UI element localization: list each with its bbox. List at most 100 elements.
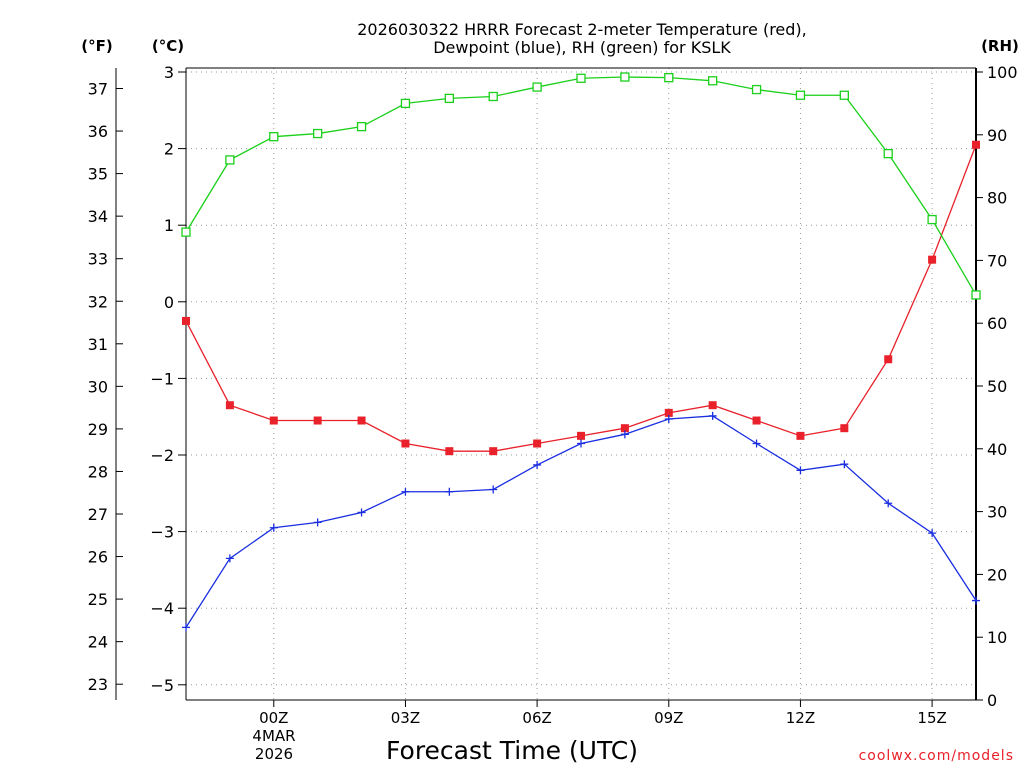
rh-tick-label: 50 — [987, 377, 1007, 396]
temperature-point — [313, 416, 322, 425]
rh-tick-label: 20 — [987, 565, 1007, 584]
fahrenheit-tick-label: 35 — [88, 165, 108, 184]
celsius-tick-label: 1 — [164, 216, 174, 235]
rh-tick-label: 30 — [987, 503, 1007, 522]
x-tick-label: 06Z — [522, 709, 551, 727]
temperature-point — [708, 401, 717, 410]
temperature-point — [840, 424, 849, 433]
x-tick-label: 00Z — [259, 709, 288, 727]
rh-point — [225, 155, 235, 165]
temperature-point — [972, 140, 980, 149]
fahrenheit-tick-label: 32 — [88, 292, 108, 311]
grid-lines — [186, 68, 976, 700]
rh-point — [883, 148, 893, 159]
dewpoint-point — [577, 439, 585, 448]
temperature-point — [225, 401, 234, 410]
temperature-point — [620, 424, 629, 433]
rh-point — [751, 84, 762, 95]
rh-tick-label: 70 — [987, 251, 1007, 270]
rh-tick-label: 60 — [987, 314, 1007, 333]
temperature-line — [185, 144, 977, 452]
dewpoint-point — [796, 466, 805, 475]
fahrenheit-tick-label: 36 — [88, 122, 108, 141]
rh-point — [664, 73, 674, 83]
dewpoint-point — [884, 499, 893, 508]
fahrenheit-tick-label: 37 — [88, 80, 108, 99]
rh-point — [400, 98, 411, 109]
temperature-point — [928, 255, 937, 264]
dewpoint-point — [708, 411, 717, 420]
rh-point — [269, 132, 279, 142]
temperature-point — [533, 439, 542, 448]
data-series — [181, 72, 981, 632]
fahrenheit-tick-label: 29 — [88, 420, 108, 439]
dewpoint-point — [182, 623, 190, 632]
dewpoint-line — [185, 415, 977, 628]
dewpoint-point — [445, 487, 454, 496]
dewpoint-point — [840, 460, 849, 469]
temperature-point — [182, 316, 190, 325]
x-tick-label: 03Z — [391, 709, 420, 727]
fahrenheit-tick-label: 25 — [88, 590, 108, 609]
fahrenheit-tick-label: 28 — [88, 462, 108, 481]
temperature-point — [489, 447, 498, 456]
rh-point — [620, 72, 630, 82]
chart-title-line2: Dewpoint (blue), RH (green) for KSLK — [433, 38, 731, 57]
temperature-point — [577, 431, 585, 440]
dewpoint-point — [357, 508, 366, 517]
celsius-tick-label: 2 — [164, 140, 174, 159]
fahrenheit-tick-label: 31 — [88, 335, 108, 354]
rh-tick-label: 90 — [987, 126, 1007, 145]
date-label-year: 2026 — [255, 745, 293, 763]
fahrenheit-tick-label: 33 — [88, 250, 108, 269]
fahrenheit-tick-label: 24 — [88, 633, 108, 652]
rh-tick-label: 40 — [987, 440, 1007, 459]
rh-point — [576, 73, 586, 83]
temperature-point — [884, 355, 893, 364]
fahrenheit-axis-label: (°F) — [81, 37, 112, 55]
rh-point — [839, 90, 849, 100]
fahrenheit-tick-label: 26 — [88, 548, 108, 567]
temperature-point — [445, 447, 454, 456]
dewpoint-point — [664, 414, 673, 423]
fahrenheit-tick-label: 34 — [88, 207, 108, 226]
rh-point — [444, 93, 454, 104]
fahrenheit-tick-label: 30 — [88, 377, 108, 396]
dewpoint-point — [533, 460, 542, 469]
fahrenheit-tick-label: 27 — [88, 505, 108, 524]
temperature-point — [401, 439, 410, 448]
dewpoint-point — [620, 430, 629, 439]
celsius-tick-label: 3 — [164, 63, 174, 82]
dewpoint-point — [752, 439, 761, 448]
x-tick-label: 12Z — [786, 709, 815, 727]
x-tick-label: 09Z — [654, 709, 683, 727]
fahrenheit-tick-label: 23 — [88, 675, 108, 694]
dewpoint-point — [269, 523, 278, 532]
celsius-tick-label: −4 — [150, 599, 174, 618]
celsius-tick-label: −2 — [150, 446, 174, 465]
dewpoint-point — [401, 487, 410, 496]
dewpoint-point — [225, 554, 234, 563]
rh-point — [313, 128, 323, 139]
rh-tick-label: 0 — [987, 691, 997, 710]
rh-point — [795, 90, 806, 100]
celsius-tick-label: −1 — [150, 369, 174, 388]
rh-tick-label: 80 — [987, 189, 1007, 208]
rh-point — [488, 91, 498, 102]
dewpoint-point — [972, 596, 980, 605]
celsius-axis-label: (°C) — [152, 37, 184, 55]
x-axis-title: Forecast Time (UTC) — [386, 736, 638, 765]
celsius-tick-label: 0 — [164, 293, 174, 312]
rh-point — [708, 76, 718, 86]
temperature-point — [664, 408, 673, 417]
rh-point — [356, 121, 367, 132]
rh-tick-label: 100 — [987, 63, 1018, 82]
dewpoint-point — [489, 485, 498, 494]
temperature-point — [796, 431, 805, 440]
temperature-point — [357, 416, 366, 425]
rh-point — [927, 214, 937, 225]
celsius-tick-label: −5 — [150, 676, 174, 695]
rh-line — [185, 76, 977, 296]
axes: 3210−1−2−3−4−537363534333231302928272625… — [88, 63, 1018, 727]
